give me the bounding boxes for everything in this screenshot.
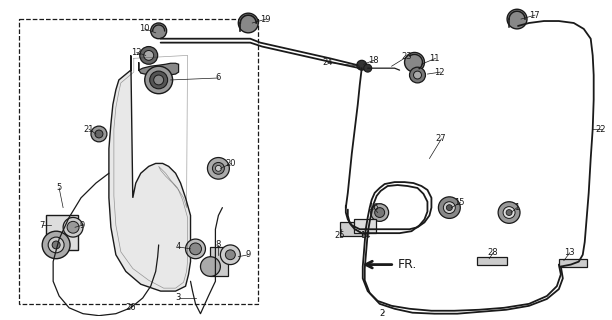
Text: 5: 5 [56,183,61,193]
Circle shape [446,205,452,211]
Circle shape [95,130,103,138]
Circle shape [503,207,515,219]
Circle shape [212,163,225,174]
Text: 27: 27 [435,134,446,143]
Circle shape [91,126,107,142]
Text: 12: 12 [435,68,445,76]
Text: 18: 18 [368,56,378,65]
Circle shape [225,250,236,260]
Circle shape [207,157,230,179]
Circle shape [144,51,154,60]
Text: 13: 13 [564,248,575,257]
Text: 14: 14 [360,231,370,240]
Text: 28: 28 [487,248,498,257]
Text: 26: 26 [126,303,136,312]
Bar [340,222,362,236]
Bar [211,247,228,276]
Polygon shape [109,55,190,291]
Text: 23: 23 [401,52,412,61]
Circle shape [52,241,60,249]
Circle shape [507,9,527,29]
Circle shape [409,67,425,83]
Circle shape [140,47,158,64]
Circle shape [144,66,173,94]
Text: 15: 15 [454,198,465,207]
Text: 19: 19 [260,15,271,24]
Circle shape [201,257,220,276]
Circle shape [443,202,455,213]
Circle shape [238,13,258,33]
Circle shape [190,243,201,255]
Bar [477,257,507,265]
Bar [46,215,78,250]
Text: 12: 12 [131,48,141,57]
Text: FR.: FR. [398,258,417,271]
Text: 1: 1 [514,203,520,212]
Circle shape [48,237,64,253]
Text: 17: 17 [529,11,540,20]
Circle shape [215,165,222,171]
Circle shape [371,204,389,221]
Circle shape [185,239,206,259]
Text: 7: 7 [39,221,45,230]
Text: 22: 22 [595,124,606,133]
Text: 9: 9 [245,250,250,259]
Circle shape [506,210,512,215]
Circle shape [42,231,70,259]
Circle shape [67,221,79,233]
Text: 10: 10 [139,24,149,33]
Polygon shape [139,62,179,76]
Circle shape [151,23,166,39]
Circle shape [498,202,520,223]
Text: 3: 3 [176,293,181,302]
Circle shape [220,245,241,265]
Text: 9: 9 [79,221,84,230]
Text: 6: 6 [215,74,221,83]
Text: 24: 24 [322,58,332,67]
Circle shape [414,71,422,79]
Text: 25: 25 [335,231,345,240]
Bar [559,259,587,267]
Circle shape [405,52,425,72]
Bar [354,220,376,233]
Circle shape [150,71,168,89]
Circle shape [375,208,384,218]
Circle shape [63,218,83,237]
Text: 11: 11 [430,54,440,63]
Circle shape [364,64,371,72]
Bar [20,19,258,304]
Text: 8: 8 [215,240,221,250]
Circle shape [438,197,460,219]
Circle shape [357,60,367,70]
Text: 20: 20 [225,159,236,168]
Circle shape [154,75,163,85]
Text: 16: 16 [368,203,378,212]
Text: 2: 2 [379,309,385,318]
Text: 21: 21 [83,124,94,133]
Text: 4: 4 [176,243,181,252]
